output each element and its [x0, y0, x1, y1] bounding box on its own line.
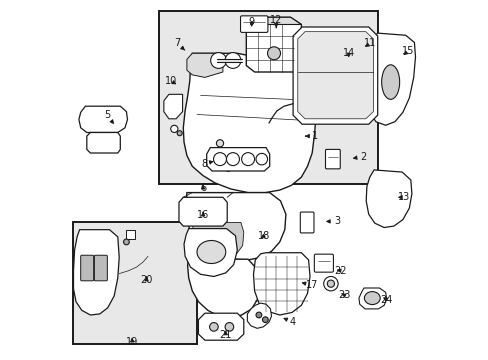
- Circle shape: [213, 153, 226, 166]
- Polygon shape: [254, 17, 301, 24]
- Text: 13: 13: [397, 192, 409, 202]
- Bar: [73, 222, 197, 344]
- Polygon shape: [366, 170, 411, 228]
- Circle shape: [256, 312, 261, 318]
- Polygon shape: [163, 94, 182, 119]
- Text: 5: 5: [103, 110, 113, 123]
- Polygon shape: [187, 255, 260, 318]
- Text: 15: 15: [401, 46, 414, 56]
- FancyBboxPatch shape: [240, 16, 267, 32]
- Bar: [125, 230, 134, 239]
- Circle shape: [226, 153, 239, 166]
- Circle shape: [262, 317, 268, 323]
- Circle shape: [224, 323, 233, 331]
- Polygon shape: [186, 193, 285, 260]
- Circle shape: [323, 276, 337, 291]
- Text: 7: 7: [173, 38, 184, 50]
- FancyBboxPatch shape: [300, 212, 313, 233]
- Circle shape: [225, 166, 231, 171]
- Circle shape: [224, 53, 241, 68]
- Circle shape: [216, 140, 223, 147]
- Polygon shape: [79, 106, 127, 132]
- Polygon shape: [206, 148, 269, 171]
- Polygon shape: [87, 132, 120, 153]
- Circle shape: [338, 77, 352, 92]
- Polygon shape: [247, 303, 271, 328]
- Text: 8: 8: [201, 159, 213, 169]
- Polygon shape: [358, 288, 386, 309]
- Circle shape: [177, 131, 182, 136]
- Text: 11: 11: [364, 38, 376, 48]
- FancyBboxPatch shape: [325, 149, 340, 169]
- FancyBboxPatch shape: [314, 254, 333, 272]
- Polygon shape: [366, 33, 415, 125]
- Text: 2: 2: [353, 152, 366, 162]
- Text: 22: 22: [334, 266, 346, 276]
- Polygon shape: [183, 229, 237, 276]
- Ellipse shape: [197, 240, 225, 264]
- Polygon shape: [73, 230, 119, 315]
- FancyBboxPatch shape: [94, 255, 107, 281]
- Polygon shape: [186, 53, 223, 77]
- Circle shape: [170, 125, 178, 132]
- Circle shape: [123, 239, 129, 245]
- Polygon shape: [192, 222, 244, 257]
- Text: 19: 19: [126, 337, 138, 347]
- Circle shape: [210, 53, 226, 68]
- Ellipse shape: [364, 292, 380, 305]
- Text: 9: 9: [248, 17, 254, 27]
- Polygon shape: [179, 197, 227, 226]
- Polygon shape: [322, 51, 369, 104]
- Text: 10: 10: [164, 76, 177, 86]
- FancyBboxPatch shape: [81, 255, 94, 281]
- Ellipse shape: [381, 65, 399, 99]
- Circle shape: [241, 153, 254, 166]
- Text: 4: 4: [284, 317, 296, 327]
- Circle shape: [209, 323, 218, 331]
- Polygon shape: [253, 253, 309, 315]
- Text: 17: 17: [302, 280, 318, 290]
- Text: 23: 23: [338, 290, 350, 300]
- Circle shape: [256, 153, 267, 165]
- Text: 18: 18: [258, 231, 270, 241]
- Polygon shape: [198, 313, 244, 340]
- Text: 16: 16: [197, 210, 209, 220]
- Polygon shape: [297, 32, 373, 119]
- Polygon shape: [292, 27, 377, 124]
- Text: 1: 1: [305, 131, 317, 141]
- Bar: [159, 11, 377, 184]
- Text: 21: 21: [219, 330, 231, 340]
- Polygon shape: [246, 17, 301, 72]
- Circle shape: [267, 47, 280, 60]
- Text: 3: 3: [326, 216, 340, 226]
- Circle shape: [326, 280, 334, 287]
- Polygon shape: [183, 53, 316, 193]
- Text: 12: 12: [269, 15, 282, 28]
- Bar: [217, 59, 241, 62]
- Text: 24: 24: [380, 294, 392, 305]
- Text: 20: 20: [140, 275, 152, 285]
- Text: 6: 6: [200, 183, 206, 193]
- Text: 14: 14: [342, 48, 354, 58]
